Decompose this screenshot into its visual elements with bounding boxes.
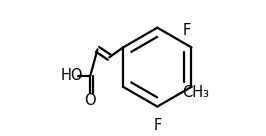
Text: F: F — [182, 24, 190, 38]
Text: O: O — [85, 93, 96, 108]
Text: CH₃: CH₃ — [182, 85, 209, 100]
Text: HO: HO — [61, 68, 84, 83]
Text: F: F — [153, 118, 161, 133]
